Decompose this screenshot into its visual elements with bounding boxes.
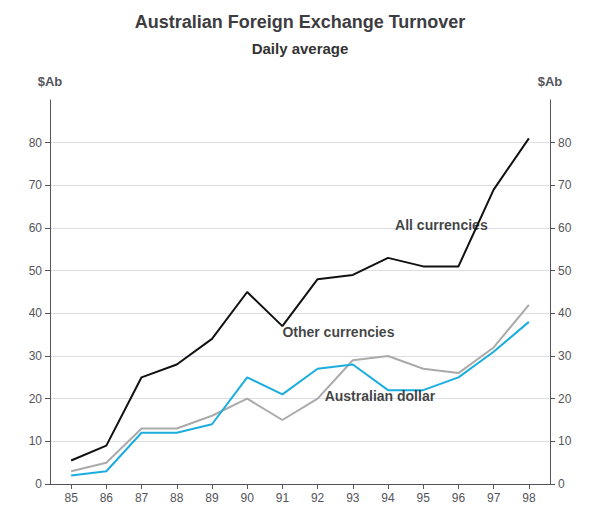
- svg-text:92: 92: [311, 491, 325, 505]
- svg-text:10: 10: [558, 434, 572, 448]
- svg-text:20: 20: [29, 392, 43, 406]
- svg-text:91: 91: [276, 491, 290, 505]
- svg-text:50: 50: [29, 264, 43, 278]
- svg-text:$Ab: $Ab: [38, 74, 63, 89]
- svg-text:$Ab: $Ab: [538, 74, 563, 89]
- svg-text:97: 97: [487, 491, 501, 505]
- svg-text:0: 0: [558, 477, 565, 491]
- svg-text:94: 94: [381, 491, 395, 505]
- svg-text:70: 70: [558, 178, 572, 192]
- svg-text:Daily average: Daily average: [252, 40, 349, 57]
- svg-text:40: 40: [558, 306, 572, 320]
- svg-text:70: 70: [29, 178, 43, 192]
- svg-text:20: 20: [558, 392, 572, 406]
- svg-text:10: 10: [29, 434, 43, 448]
- svg-text:Australian Foreign Exchange Tu: Australian Foreign Exchange Turnover: [135, 12, 466, 32]
- svg-text:88: 88: [170, 491, 184, 505]
- svg-text:0: 0: [35, 477, 42, 491]
- svg-text:30: 30: [558, 349, 572, 363]
- svg-text:All currencies: All currencies: [395, 217, 488, 233]
- svg-text:98: 98: [522, 491, 536, 505]
- svg-text:80: 80: [29, 136, 43, 150]
- svg-text:60: 60: [29, 221, 43, 235]
- svg-text:93: 93: [346, 491, 360, 505]
- svg-text:90: 90: [241, 491, 255, 505]
- svg-text:87: 87: [135, 491, 149, 505]
- svg-text:80: 80: [558, 136, 572, 150]
- svg-text:95: 95: [417, 491, 431, 505]
- svg-text:50: 50: [558, 264, 572, 278]
- svg-text:40: 40: [29, 306, 43, 320]
- svg-text:30: 30: [29, 349, 43, 363]
- svg-text:Other currencies: Other currencies: [282, 324, 394, 340]
- svg-text:Australian dollar: Australian dollar: [325, 388, 436, 404]
- svg-text:96: 96: [452, 491, 466, 505]
- svg-text:60: 60: [558, 221, 572, 235]
- svg-text:86: 86: [100, 491, 114, 505]
- svg-text:89: 89: [205, 491, 219, 505]
- svg-text:85: 85: [64, 491, 78, 505]
